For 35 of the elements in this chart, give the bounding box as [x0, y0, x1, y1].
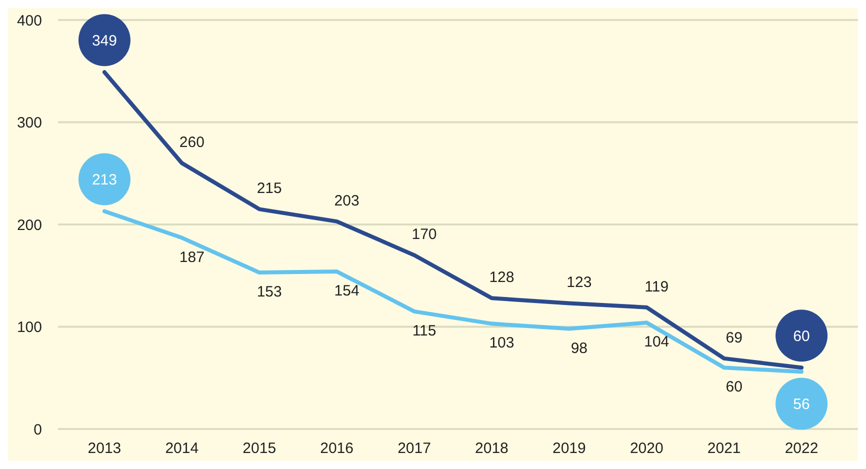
data-label: 170	[412, 226, 437, 244]
data-label: 115	[412, 322, 436, 340]
x-tick-label: 2022	[784, 440, 818, 457]
data-label: 349	[92, 32, 117, 50]
x-tick-label: 2015	[242, 440, 276, 457]
x-tick-label: 2014	[165, 440, 199, 457]
data-label: 128	[489, 269, 514, 286]
data-label: 123	[566, 274, 592, 292]
data-label: 213	[92, 171, 117, 188]
data-label: 103	[489, 334, 514, 352]
y-tick-label: 100	[16, 319, 42, 336]
x-tick-label: 2018	[475, 440, 508, 457]
data-label: 69	[726, 329, 742, 346]
x-tick-label: 2017	[398, 440, 431, 457]
data-label: 203	[334, 192, 360, 210]
data-label: 187	[179, 248, 204, 266]
y-tick-label: 0	[34, 421, 42, 438]
data-label: 215	[256, 180, 282, 198]
data-label: 154	[334, 282, 360, 300]
x-tick-label: 2019	[552, 440, 586, 457]
data-label: 60	[793, 328, 810, 345]
data-label: 153	[256, 284, 282, 301]
y-tick-label: 200	[16, 216, 42, 234]
data-label: 60	[726, 378, 742, 396]
y-tick-label: 300	[16, 114, 42, 132]
data-label: 56	[793, 396, 810, 413]
data-label: 260	[179, 134, 204, 152]
x-tick-label: 2016	[320, 440, 354, 457]
y-tick-label: 400	[16, 12, 42, 30]
data-label: 104	[644, 334, 670, 351]
x-tick-label: 2021	[707, 440, 741, 457]
data-label: 98	[570, 340, 588, 357]
x-tick-label: 2020	[630, 440, 664, 457]
data-label: 119	[644, 278, 669, 296]
x-tick-label: 2013	[88, 440, 122, 457]
